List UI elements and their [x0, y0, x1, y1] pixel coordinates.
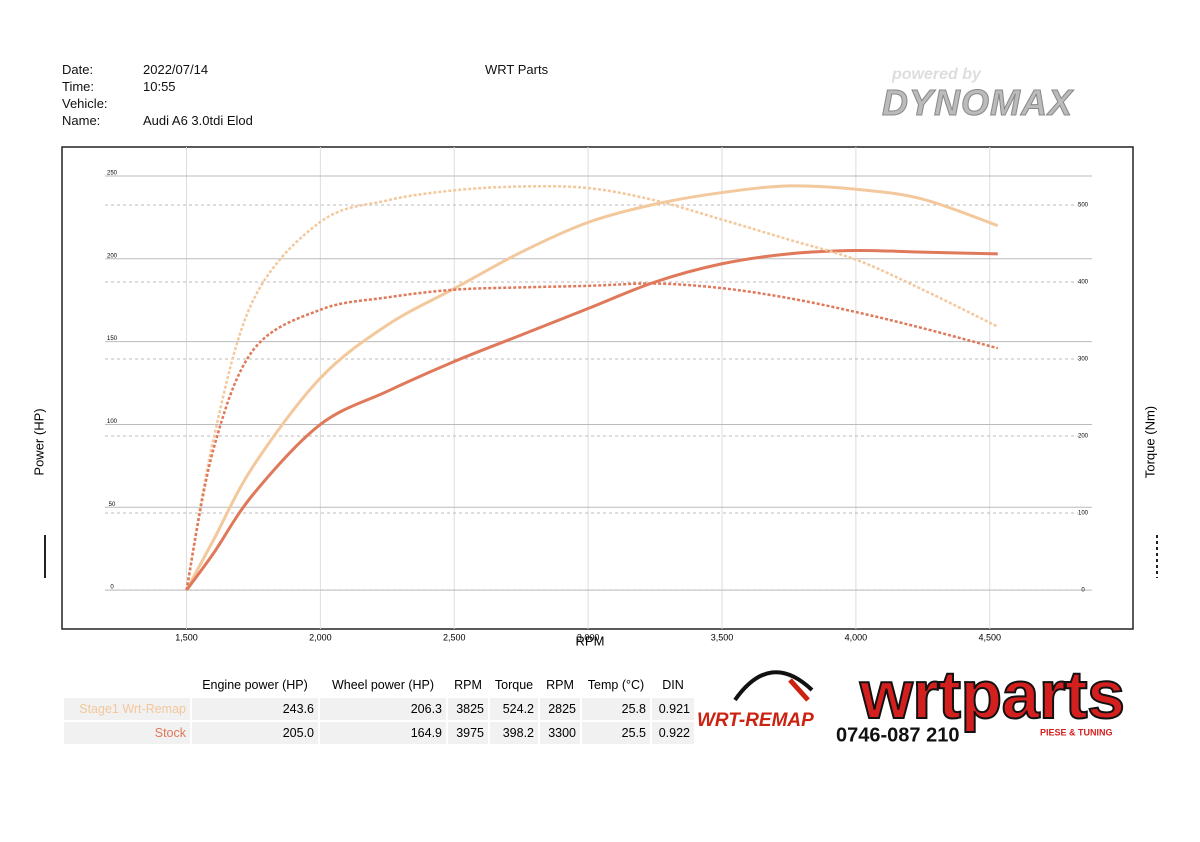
- value: Audi A6 3.0tdi Elod: [143, 113, 253, 128]
- x-tick-label: 4,500: [978, 632, 1001, 642]
- cell: 524.2: [490, 698, 538, 720]
- series-line: [185, 282, 999, 591]
- y-tick-label: 200: [107, 253, 118, 259]
- series-line: [185, 184, 999, 591]
- y-tick-label: 250: [107, 171, 118, 177]
- cell: 206.3: [320, 698, 446, 720]
- label: Vehicle:: [62, 96, 108, 111]
- x-tick-label: 2,500: [443, 632, 466, 642]
- cell: 398.2: [490, 722, 538, 744]
- y2-axis-title: Torque (Nm): [1142, 406, 1157, 478]
- cell: 3825: [448, 698, 488, 720]
- column-header: Wheel power (HP): [331, 678, 435, 692]
- value: 10:55: [143, 79, 176, 94]
- logo-text: DYNOMAX: [881, 82, 1074, 124]
- table-row: Stage1 Wrt-Remap 243.6 206.3 3825 524.2 2825 2…: [64, 698, 694, 720]
- cell: 0.922: [652, 722, 694, 744]
- cell: 2825: [540, 698, 580, 720]
- series-line: [185, 184, 999, 591]
- x-tick-label: 3,500: [711, 632, 734, 642]
- column-header: RPM: [546, 678, 574, 692]
- logo-text: powered by: [892, 66, 981, 83]
- cell: 25.8: [582, 698, 650, 720]
- y2-tick-label: 300: [1078, 357, 1089, 363]
- results-table: Engine power (HP) Wheel power (HP) RPM Torq…: [62, 672, 696, 746]
- value: 2022/07/14: [143, 62, 209, 77]
- y-tick-label: 50: [109, 502, 116, 508]
- column-header: Temp (°C): [587, 678, 645, 692]
- column-header: RPM: [454, 678, 482, 692]
- x-tick-label: 1,500: [175, 632, 198, 642]
- company: WRT Parts: [485, 62, 549, 77]
- y2-tick-label: 500: [1078, 203, 1089, 209]
- y2-tick-label: 100: [1078, 511, 1089, 517]
- y-tick-label: 150: [107, 336, 118, 342]
- table-row: Stock 205.0 164.9 3975 398.2 3300 25.5 0.922: [64, 722, 694, 744]
- y-tick-label: 0: [110, 585, 114, 591]
- y2-tick-label: 400: [1078, 280, 1089, 286]
- corner: [64, 674, 190, 696]
- cell: 0.921: [652, 698, 694, 720]
- label: Name:: [62, 113, 101, 128]
- y-tick-label: 100: [107, 419, 118, 425]
- column-header: DIN: [662, 678, 684, 692]
- label: Date:: [62, 62, 94, 77]
- y-axis-title: Power (HP): [31, 408, 46, 475]
- cell: 243.6: [192, 698, 318, 720]
- cell: 3975: [448, 722, 488, 744]
- column-header: Engine power (HP): [202, 678, 308, 692]
- x-tick-label: 4,000: [845, 632, 868, 642]
- cell: 164.9: [320, 722, 446, 744]
- plot-frame: [61, 146, 1134, 630]
- x-tick-label: 3,000: [577, 632, 600, 642]
- y2-tick-label: 200: [1078, 434, 1089, 440]
- cell: 3300: [540, 722, 580, 744]
- x-axis-title: RPM: [576, 633, 605, 648]
- x-tick-label: 2,000: [309, 632, 332, 642]
- cell: 205.0: [192, 722, 318, 744]
- series-line: [185, 248, 998, 591]
- y2-tick-label: 0: [1081, 588, 1085, 594]
- row-label: Stage1 Wrt-Remap: [64, 698, 190, 720]
- row-label: Stock: [64, 722, 190, 744]
- cell: 25.5: [582, 722, 650, 744]
- label: Time:: [62, 79, 95, 94]
- column-header: Torque: [494, 678, 534, 692]
